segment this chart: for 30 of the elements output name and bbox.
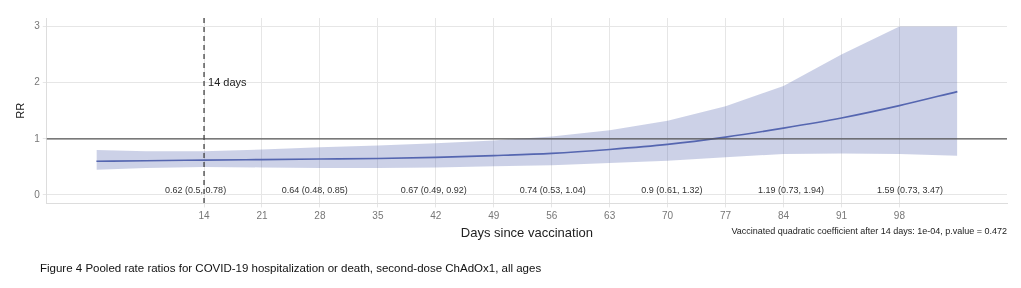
x-tick-label: 84	[777, 210, 790, 222]
x-tick-label: 14	[198, 210, 211, 222]
x-tick-label: 56	[546, 210, 558, 222]
x-tick-label: 21	[256, 210, 268, 222]
annotation: 0.67 (0.49, 0.92)	[400, 185, 467, 196]
line-series	[95, 90, 959, 163]
x-tick-label: 28	[314, 210, 326, 222]
text: Vaccinated quadratic coefficient after 14 days: 1e-04, p.value = 0.472	[731, 226, 1007, 236]
x-tick-label: 49	[488, 210, 500, 222]
annotation: 0.9 (0.61, 1.32)	[641, 185, 703, 196]
x-tick-label: 63	[604, 210, 616, 222]
text: Figure 4 Pooled rate ratios for COVID-19 hospitalization or death, second-dose ChAdOx1, all ages	[40, 262, 542, 274]
y-tick-label: 1	[34, 132, 41, 144]
x-axis-title: Days since vaccination	[460, 224, 593, 240]
y-tick-label: 2	[34, 76, 41, 88]
annotation: 0.62 (0.5, 0.78)	[165, 185, 227, 196]
x-tick-label: 35	[372, 210, 384, 222]
y-tick-label: 0	[34, 188, 41, 200]
y-axis-title: RR	[13, 102, 26, 119]
annotation: 0.64 (0.48, 0.85)	[281, 185, 348, 196]
x-tick-label: 70	[662, 210, 674, 222]
x-tick-label: 77	[719, 210, 732, 222]
annotation: 1.59 (0.73, 3.47)	[876, 185, 944, 196]
ref-line-label: 14 days	[208, 75, 248, 88]
y-tick-label: 3	[34, 20, 41, 32]
x-tick-label: 91	[835, 210, 848, 222]
annotation: 0.74 (0.53, 1.04)	[519, 185, 586, 196]
x-tick-label: 98	[893, 210, 906, 222]
annotation: 1.19 (0.73, 1.94)	[757, 185, 824, 196]
x-tick-label: 42	[430, 210, 442, 222]
